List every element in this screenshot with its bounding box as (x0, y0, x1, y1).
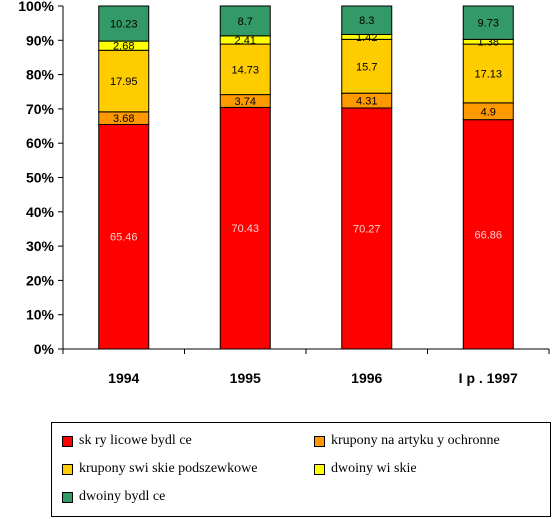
data-label: 65.46 (110, 232, 138, 244)
data-label: 70.27 (353, 223, 381, 235)
data-label: 8.3 (359, 15, 374, 27)
bar-segment (462, 119, 514, 350)
legend-item-series-2: krupony na artyku y ochronne (314, 433, 500, 449)
stacked-bar-chart: 0% 10% 20% 30% 40% 50% 60% 70% 80% 90% 100% 65.46 3.… (18, 0, 550, 386)
legend-label: sk ry licowe bydl ce (79, 433, 192, 448)
data-label: 3.68 (113, 113, 134, 125)
bar-segment (341, 38, 393, 94)
y-tick-label: 50% (26, 170, 55, 186)
y-tick-label: 70% (26, 101, 55, 117)
y-tick-label: 60% (26, 135, 55, 151)
bar-segment (219, 106, 271, 350)
legend-swatch (314, 435, 325, 447)
bar-segment (341, 5, 393, 35)
legend-swatch (62, 491, 73, 503)
y-tick-label: 80% (26, 67, 55, 83)
bar-segment (462, 5, 514, 40)
legend-swatch (314, 463, 325, 475)
data-label: 66.86 (474, 229, 502, 241)
legend-swatch (62, 435, 73, 447)
y-tick-label: 10% (26, 307, 55, 323)
data-label: 4.31 (356, 96, 377, 108)
x-category-label: 1994 (108, 370, 139, 386)
data-label: 8.7 (238, 16, 253, 28)
legend-item-series-5: dwoiny bydl ce (62, 489, 165, 505)
y-tick-label: 100% (18, 0, 54, 14)
data-label: 4.9 (481, 106, 496, 118)
legend-label: krupony na artyku y ochronne (331, 433, 500, 448)
data-label: 15.7 (356, 61, 377, 73)
legend-item-series-4: dwoiny wi skie (314, 461, 417, 477)
bar-segment (462, 43, 514, 104)
bar-segment (98, 49, 150, 113)
legend-label: krupony swi skie podszewkowe (79, 461, 258, 476)
x-category-label: I p . 1997 (459, 370, 518, 386)
y-tick-label: 30% (26, 238, 55, 254)
data-label: 17.13 (474, 68, 502, 80)
bar-segment (341, 107, 393, 350)
legend-swatch (62, 463, 73, 475)
data-label: 70.43 (231, 223, 259, 235)
legend-item-series-3: krupony swi skie podszewkowe (62, 461, 257, 477)
data-label: 9.73 (478, 18, 499, 30)
y-tick-label: 20% (26, 272, 55, 288)
legend-label: dwoiny bydl ce (79, 489, 166, 504)
y-tick-label: 90% (26, 32, 55, 48)
data-label: 2.68 (113, 41, 134, 53)
data-label: 3.74 (235, 96, 256, 108)
bar-segment (98, 5, 150, 42)
data-label: 17.95 (110, 76, 138, 88)
data-label: 2.41 (235, 35, 256, 47)
data-label: 10.23 (110, 19, 138, 31)
legend: sk ry licowe bydl ce krupony na artyku y… (51, 422, 551, 517)
x-category-label: 1996 (351, 370, 382, 386)
bar-segment (219, 5, 271, 37)
x-category-label: 1995 (230, 370, 261, 386)
y-tick-label: 0% (34, 341, 55, 357)
y-tick-label: 40% (26, 204, 55, 220)
data-label: 14.73 (231, 64, 259, 76)
legend-item-series-1: sk ry licowe bydl ce (62, 433, 192, 449)
legend-label: dwoiny wi skie (331, 461, 417, 476)
